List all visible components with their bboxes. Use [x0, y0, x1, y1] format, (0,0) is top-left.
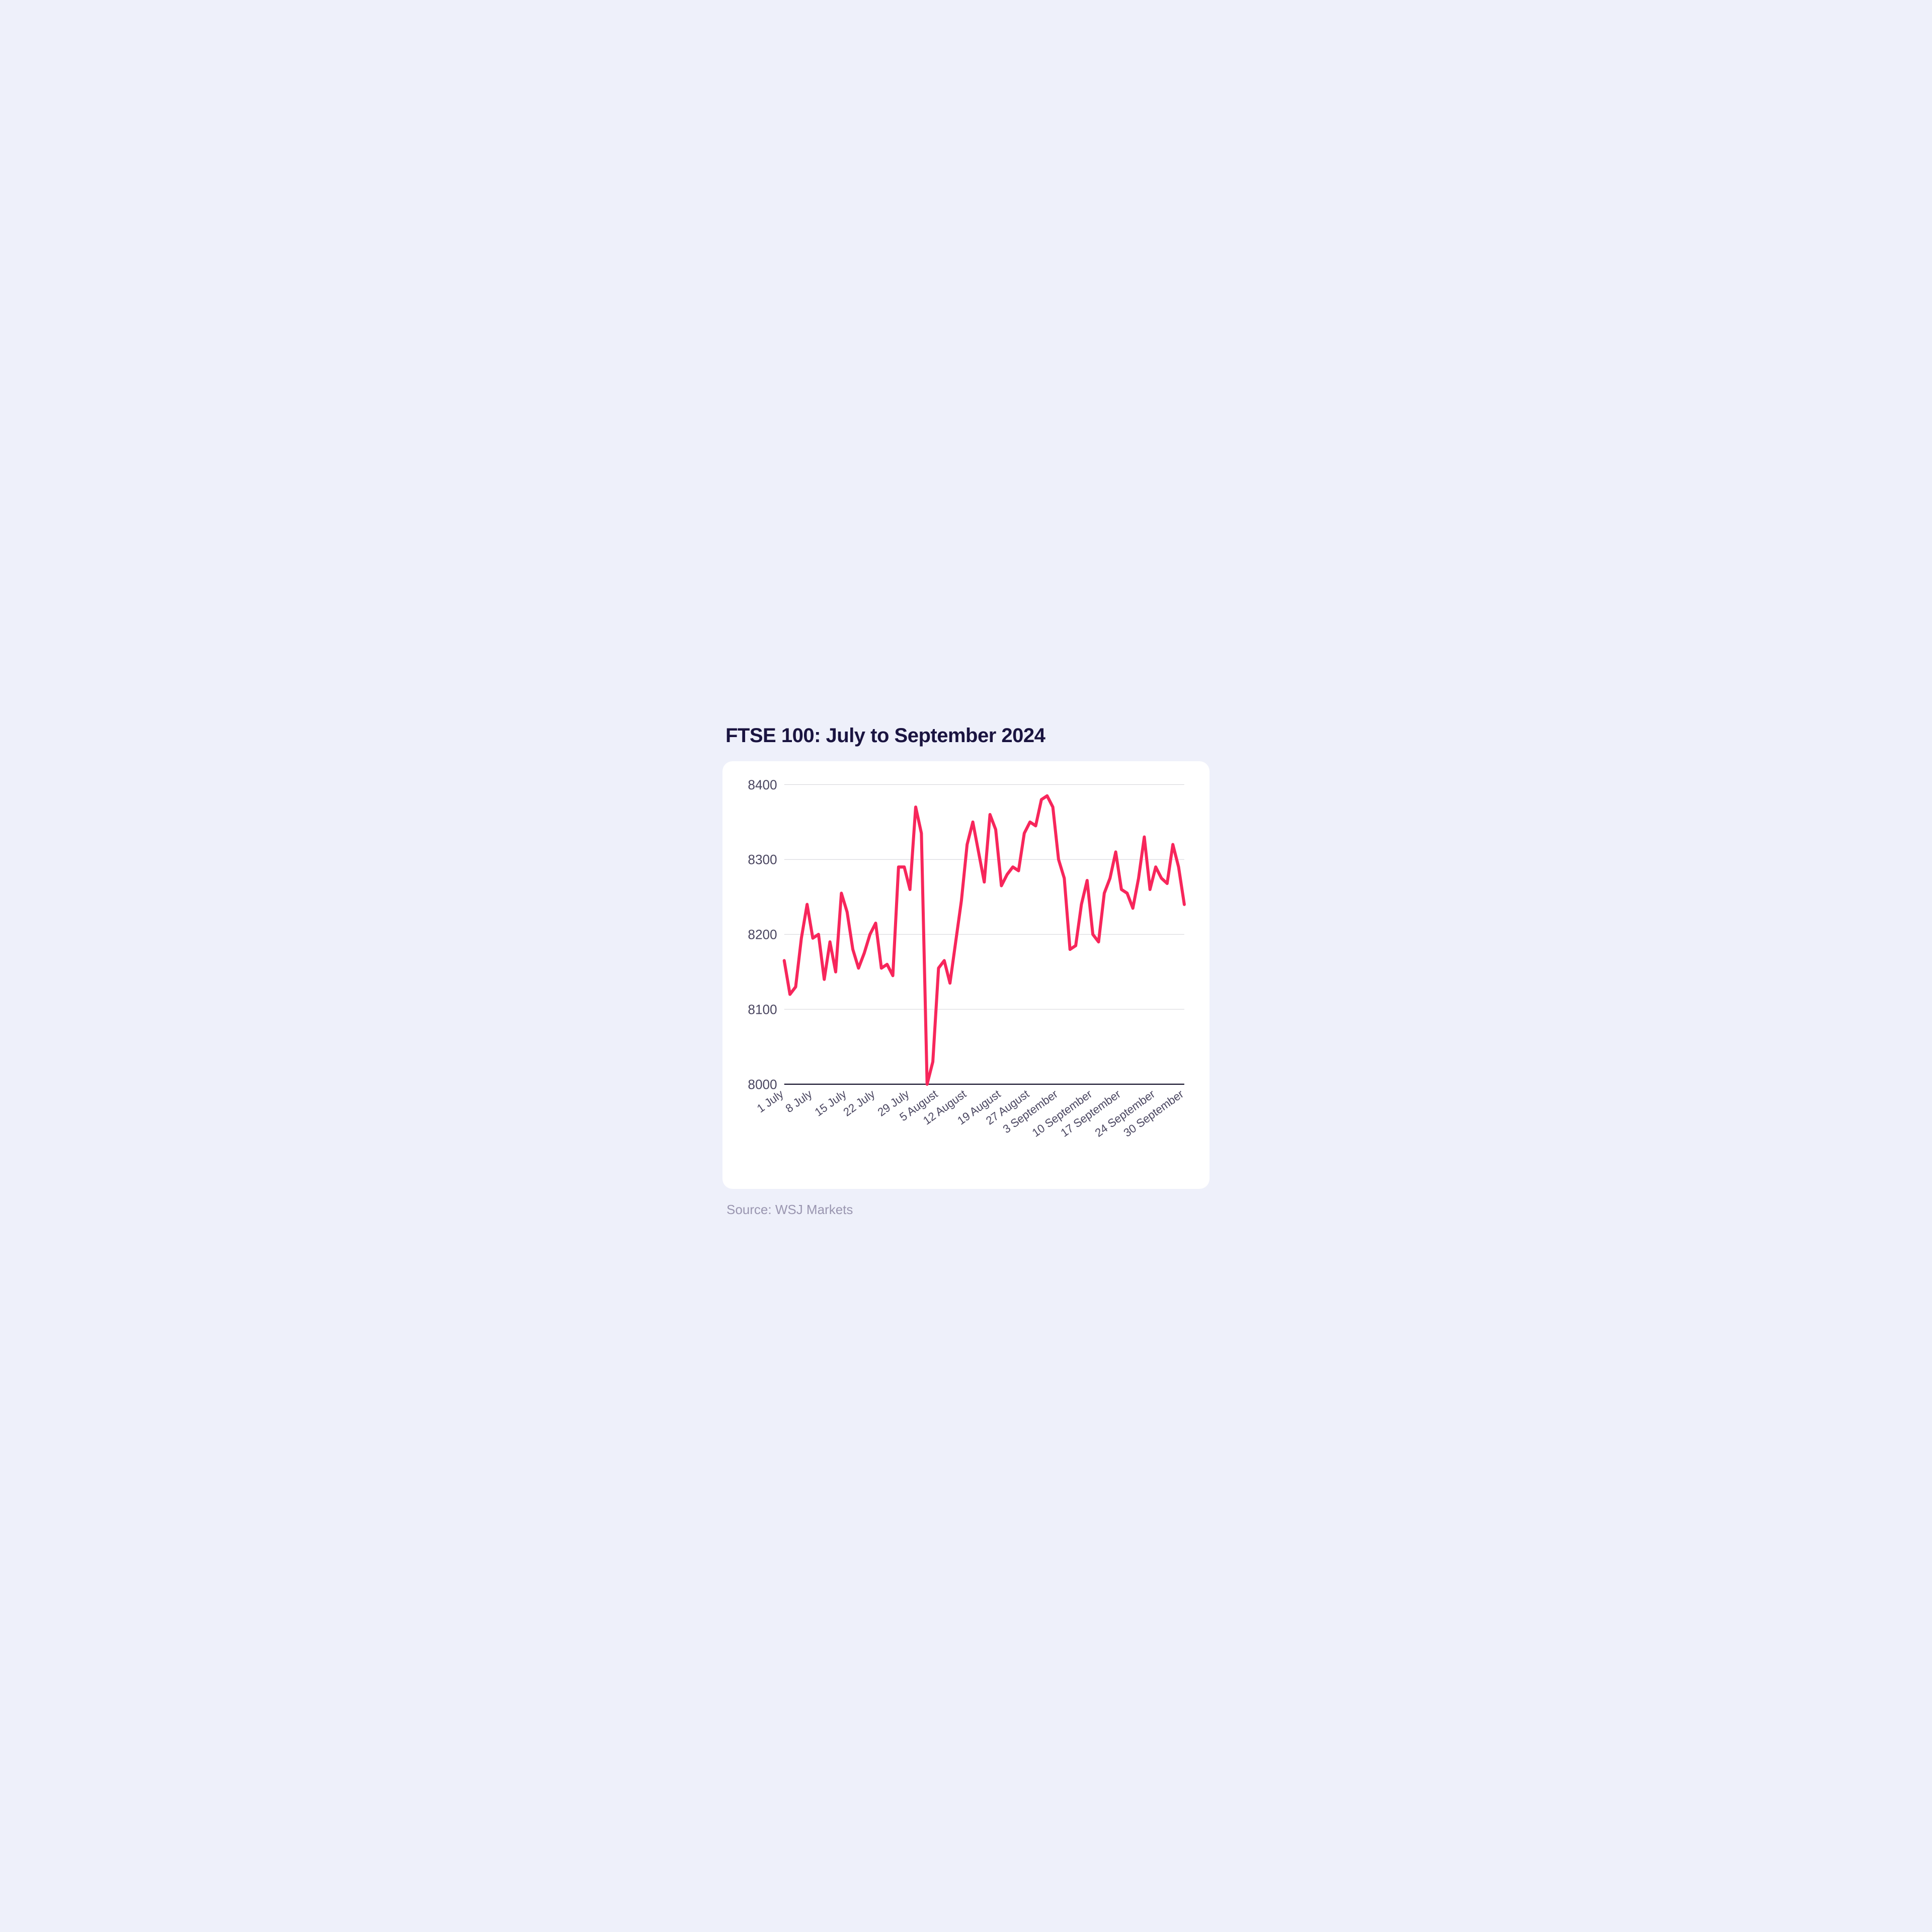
svg-text:8400: 8400 [748, 779, 777, 792]
chart-card: 800081008200830084001 July8 July15 July2… [722, 761, 1210, 1189]
svg-text:15 July: 15 July [813, 1087, 849, 1119]
svg-text:8200: 8200 [748, 927, 777, 942]
svg-text:8000: 8000 [748, 1077, 777, 1092]
svg-text:22 July: 22 July [841, 1087, 877, 1119]
chart-title: FTSE 100: July to September 2024 [726, 725, 1210, 747]
svg-text:8300: 8300 [748, 852, 777, 867]
chart-frame: FTSE 100: July to September 2024 8000 810… [694, 694, 1238, 1238]
line-chart: 800081008200830084001 July8 July15 July2… [729, 779, 1194, 1179]
svg-text:8 July: 8 July [783, 1087, 815, 1115]
source-label: Source: WSJ Markets [727, 1202, 1210, 1218]
chart-wrap: 800081008200830084001 July8 July15 July2… [729, 779, 1194, 1179]
svg-text:8100: 8100 [748, 1002, 777, 1017]
